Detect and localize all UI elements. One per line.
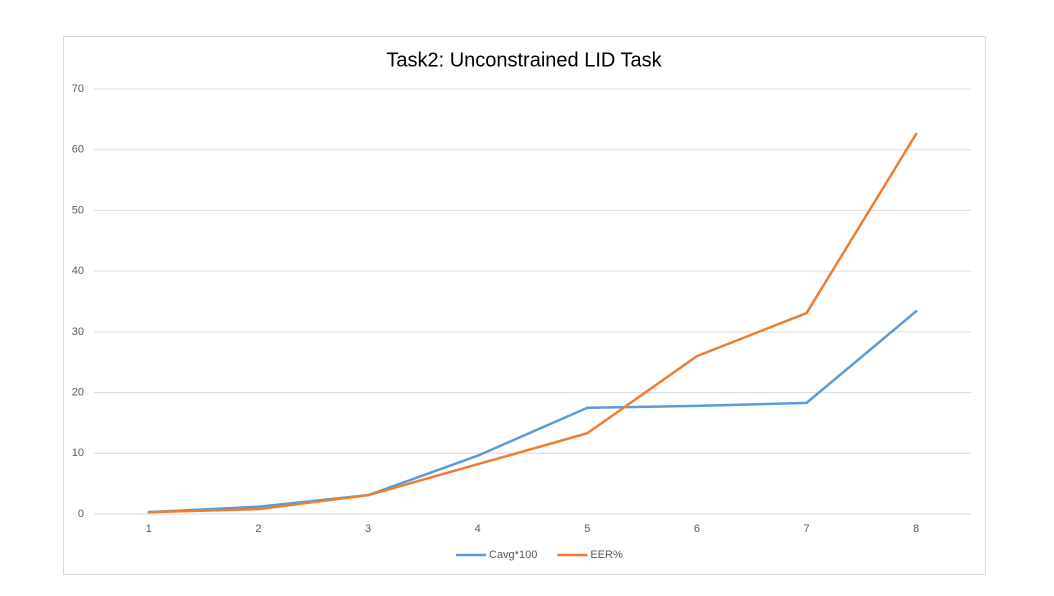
x-tick-label: 7	[804, 523, 810, 535]
series-line	[147, 309, 918, 514]
y-tick-label: 50	[72, 204, 84, 216]
x-tick-label: 5	[584, 523, 590, 535]
series-line	[147, 132, 918, 514]
x-tick-label: 1	[146, 523, 152, 535]
legend-label: Cavg*100	[489, 549, 537, 561]
chart-frame	[63, 36, 986, 575]
x-tick-label: 3	[365, 523, 371, 535]
x-tick-label: 6	[694, 523, 700, 535]
y-tick-label: 70	[72, 83, 84, 95]
x-tick-label: 2	[255, 523, 261, 535]
x-tick-label: 8	[913, 523, 919, 535]
y-tick-label: 20	[72, 386, 84, 398]
x-tick-label: 4	[475, 523, 481, 535]
y-tick-label: 40	[72, 265, 84, 277]
y-tick-label: 10	[72, 447, 84, 459]
legend-label: EER%	[590, 549, 623, 561]
y-tick-label: 0	[78, 508, 84, 520]
chart-title: Task2: Unconstrained LID Task	[386, 49, 662, 71]
y-tick-label: 30	[72, 326, 84, 338]
y-tick-label: 60	[72, 144, 84, 156]
